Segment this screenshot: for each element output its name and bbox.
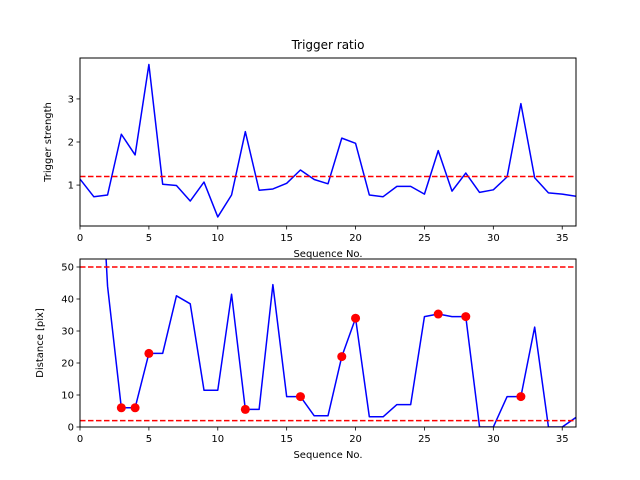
- x-tick-label: 30: [487, 434, 500, 445]
- x-tick-label: 20: [349, 233, 362, 244]
- x-tick-label: 25: [418, 233, 431, 244]
- x-tick-label: 0: [77, 233, 83, 244]
- plot-frame: [79, 258, 577, 428]
- y-tick-label: 2: [68, 138, 74, 149]
- series-line-0: [80, 63, 576, 218]
- trigger-ratio-chart: 0 5 10 15 20 25 30 35 1 2 3 Sequence No. Trigger str…: [43, 38, 577, 260]
- x-tick-label: 20: [349, 434, 362, 445]
- y-axis-label: Distance [pix]: [35, 308, 46, 378]
- data-point-marker: [116, 403, 126, 413]
- x-tick-label: 25: [418, 434, 431, 445]
- y-tick-label: 50: [61, 263, 74, 274]
- y-tick-label: 40: [61, 295, 74, 306]
- x-tick-label: 10: [211, 233, 224, 244]
- x-tick-label: 0: [77, 434, 83, 445]
- data-point-marker: [351, 313, 361, 323]
- data-point-marker: [516, 392, 526, 402]
- data-point-marker: [461, 312, 471, 322]
- data-point-marker: [144, 348, 154, 358]
- y-tick-label: 30: [61, 327, 74, 338]
- y-tick-label: 20: [61, 359, 74, 370]
- x-tick-label: 30: [487, 233, 500, 244]
- x-tick-label: 35: [556, 434, 569, 445]
- x-axis-label: Sequence No.: [293, 249, 362, 260]
- x-tick-label: 15: [280, 434, 293, 445]
- data-point-marker: [295, 392, 305, 402]
- x-tick-label: 5: [146, 233, 152, 244]
- y-tick-label: 0: [68, 423, 74, 434]
- x-tick-label: 5: [146, 434, 152, 445]
- distance-chart: 0 5 10 15 20 25 30 35 0 10 20 30 40 50 Sequence No. Dis…: [35, 258, 577, 461]
- x-axis-label: Sequence No.: [293, 450, 362, 461]
- data-point-marker: [337, 352, 347, 362]
- data-point-marker: [130, 403, 140, 413]
- plot-frame: [79, 57, 577, 227]
- data-point-marker: [433, 309, 443, 319]
- chart-title: Trigger ratio: [291, 38, 365, 52]
- x-tick-label: 35: [556, 233, 569, 244]
- data-point-marker: [240, 404, 250, 414]
- x-tick-label: 10: [211, 434, 224, 445]
- y-tick-label: 3: [68, 94, 74, 105]
- y-tick-label: 1: [68, 181, 74, 192]
- x-tick-label: 15: [280, 233, 293, 244]
- y-axis-label: Trigger strength: [43, 102, 54, 183]
- series-line-0: [105, 259, 576, 427]
- y-tick-label: 10: [61, 391, 74, 402]
